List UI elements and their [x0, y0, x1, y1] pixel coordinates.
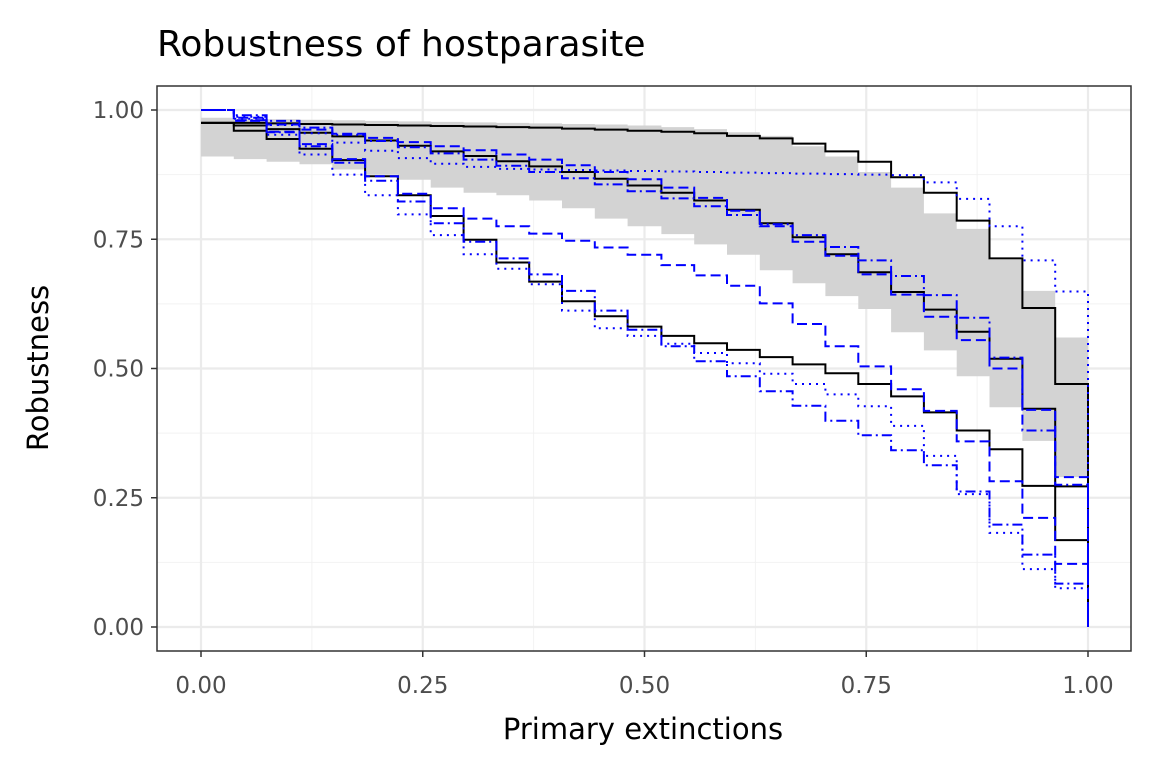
series-line-6-dotdash	[201, 109, 1089, 627]
x-tick-label: 0.00	[175, 673, 226, 699]
y-tick-label: 1.00	[93, 98, 144, 124]
x-axis-title: Primary extinctions	[503, 712, 783, 746]
y-tick-label: 0.25	[93, 486, 144, 512]
y-axis-ticks: 0.00 0.25 0.50 0.75 1.00	[93, 98, 157, 641]
confidence-ribbon-layer	[201, 117, 1088, 628]
y-tick-label: 0.50	[93, 357, 144, 383]
series-line-8-dotted	[201, 109, 1089, 627]
y-tick-label: 0.75	[93, 227, 144, 253]
y-tick-label: 0.00	[93, 615, 144, 641]
series-line-7-dotdash	[201, 109, 1089, 627]
confidence-ribbon	[201, 117, 1088, 628]
x-tick-label: 1.00	[1062, 673, 1113, 699]
series-line-9-dotted	[201, 109, 1089, 627]
chart-title: Robustness of hostparasite	[157, 24, 646, 65]
x-tick-label: 0.50	[619, 673, 670, 699]
x-tick-label: 0.75	[841, 673, 892, 699]
x-axis-ticks: 0.00 0.25 0.50 0.75 1.00	[175, 651, 1114, 699]
series-line-5-dashed	[201, 109, 1089, 627]
x-tick-label: 0.25	[397, 673, 448, 699]
series-layer	[201, 109, 1089, 627]
series-line-1-solid	[201, 121, 1089, 627]
y-axis-title: Robustness	[21, 285, 55, 451]
